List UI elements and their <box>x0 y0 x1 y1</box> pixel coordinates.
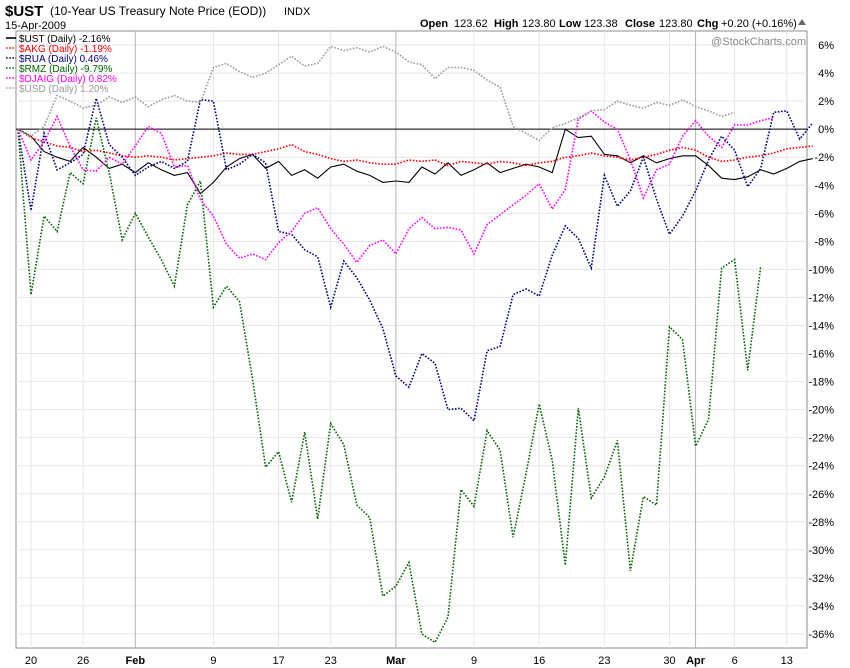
y-tick-label: -6% <box>814 208 834 220</box>
y-tick-label: -22% <box>808 433 834 445</box>
legend-label: $DJAIG (Daily) 0.82% <box>19 74 117 85</box>
legend-label: $AKG (Daily) -1.19% <box>19 44 112 55</box>
series-line-1 <box>17 128 813 167</box>
y-tick-label: 6% <box>818 40 834 52</box>
y-tick-label: -34% <box>808 601 834 613</box>
y-tick-label: -28% <box>808 517 834 529</box>
chg-value: +0.20 (+0.16%) <box>721 18 797 30</box>
y-tick-label: -12% <box>808 292 834 304</box>
y-tick-label: -20% <box>808 405 834 417</box>
x-tick-label: 9 <box>210 655 216 667</box>
chg-label: Chg <box>697 18 718 30</box>
y-tick-label: -26% <box>808 489 834 501</box>
series-lines <box>17 45 814 644</box>
watermark: @StockCharts.com <box>711 36 806 48</box>
y-tick-label: -14% <box>808 320 834 332</box>
y-tick-label: 2% <box>818 96 834 108</box>
low-value: 123.38 <box>584 18 618 30</box>
x-tick-label: 30 <box>663 655 675 667</box>
x-tick-label: 23 <box>325 655 337 667</box>
y-tick-label: -2% <box>814 152 834 164</box>
y-tick-label: -24% <box>808 461 834 473</box>
legend-label: $RUA (Daily) 0.46% <box>19 54 108 65</box>
y-tick-label: -36% <box>808 629 834 641</box>
y-tick-label: -4% <box>814 180 834 192</box>
open-value: 123.62 <box>454 18 488 30</box>
y-tick-label: 0% <box>818 124 834 136</box>
high-label: High <box>494 18 519 30</box>
plot-frame <box>15 30 808 649</box>
y-tick-label: -16% <box>808 349 834 361</box>
series-line-5 <box>17 45 735 142</box>
legend-label: $USD (Daily) 1.20% <box>19 84 109 95</box>
y-tick-label: 4% <box>818 68 834 80</box>
x-tick-label: 20 <box>25 655 37 667</box>
series-line-2 <box>17 98 814 423</box>
series-line-3 <box>17 117 762 644</box>
series-line-0 <box>17 128 813 195</box>
x-tick-label: 26 <box>77 655 89 667</box>
x-tick-label: Feb <box>125 655 145 667</box>
legend-label: $RMZ (Daily) -9.79% <box>19 64 112 75</box>
y-tick-label: -10% <box>808 264 834 276</box>
open-label: Open <box>420 18 448 30</box>
collapse-triangle-icon[interactable] <box>798 19 806 25</box>
y-tick-label: -18% <box>808 377 834 389</box>
grid <box>16 31 807 648</box>
x-tick-label: 6 <box>732 655 738 667</box>
close-value: 123.80 <box>659 18 693 30</box>
high-value: 123.80 <box>522 18 556 30</box>
low-label: Low <box>559 18 581 30</box>
chart-description: (10-Year US Treasury Note Price (EOD)) <box>50 4 266 18</box>
x-tick-label: Mar <box>386 655 406 667</box>
y-axis: 6% 4% 2% 0% -2% -4% -6% -8% -10% -12% -14% -16% -18%… <box>808 40 834 641</box>
y-tick-label: -32% <box>808 573 834 585</box>
y-tick-label: -8% <box>814 236 834 248</box>
chart-exchange: INDX <box>284 6 311 18</box>
x-tick-label: Apr <box>686 655 706 667</box>
chart-symbol: $UST <box>5 3 43 20</box>
x-axis: 20 26 Feb 9 17 23 Mar 9 16 23 30 Apr 6 13 <box>25 655 793 667</box>
x-tick-label: 9 <box>471 655 477 667</box>
legend: $UST (Daily) -2.16%$AKG (Daily) -1.19%$R… <box>6 34 117 95</box>
x-tick-label: 16 <box>533 655 545 667</box>
legend-label: $UST (Daily) -2.16% <box>19 34 111 45</box>
x-tick-label: 17 <box>272 655 284 667</box>
y-tick-label: -30% <box>808 545 834 557</box>
close-label: Close <box>625 18 655 30</box>
x-tick-label: 23 <box>598 655 610 667</box>
quote-readout: Open 123.62 High 123.80 Low 123.38 Close… <box>420 18 797 30</box>
x-tick-label: 13 <box>781 655 793 667</box>
chart-date: 15-Apr-2009 <box>5 20 66 32</box>
